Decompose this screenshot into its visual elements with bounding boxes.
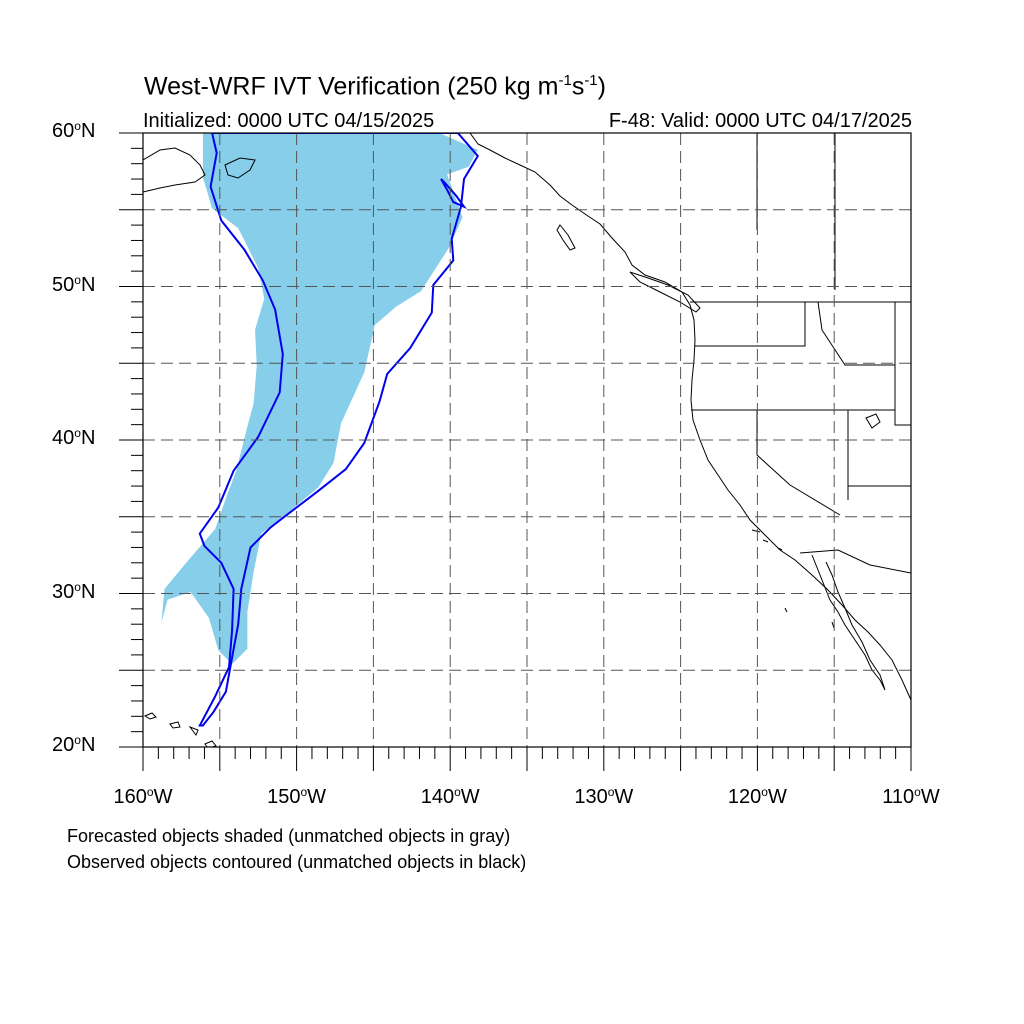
- observed-ivt-contour-loop: [440, 178, 467, 210]
- haida-gwaii: [556, 224, 576, 251]
- great-salt-lake: [865, 413, 881, 429]
- lon-label: 140oW: [420, 785, 480, 808]
- lon-label: 150oW: [267, 785, 327, 808]
- lon-label: 120oW: [727, 785, 787, 808]
- lon-label: 110oW: [882, 785, 940, 808]
- map-title: West-WRF IVT Verification (250 kg m-1s-1…: [144, 72, 606, 101]
- initialized-time: Initialized: 0000 UTC 04/15/2025: [143, 110, 435, 132]
- lon-label: 130oW: [574, 785, 634, 808]
- channel-islands: [751, 529, 835, 629]
- observed-legend-note: Observed objects contoured (unmatched ob…: [67, 852, 527, 872]
- coastline-layer: [143, 133, 911, 747]
- vancouver-island: [629, 271, 701, 313]
- hawaii-islands: [143, 712, 217, 747]
- lat-label: 40oN: [52, 426, 96, 449]
- lat-label: 50oN: [52, 272, 96, 296]
- alaska-coast: [143, 147, 206, 193]
- lat-label: 20oN: [52, 733, 96, 756]
- valid-time: F-48: Valid: 0000 UTC 04/17/2025: [608, 110, 912, 132]
- forecast-legend-note: Forecasted objects shaded (unmatched obj…: [67, 826, 511, 846]
- plot-frame: [142, 132, 912, 748]
- kodiak-island: [224, 157, 256, 179]
- baja-california-outline: [811, 554, 886, 691]
- lat-label: 30oN: [52, 579, 96, 603]
- us-mexico-border: [799, 549, 911, 574]
- us-state-borders: [691, 301, 911, 516]
- north-america-coastline: [469, 133, 911, 701]
- axis-ticks: [119, 132, 912, 771]
- lat-lon-grid: [143, 133, 911, 747]
- forecast-ivt-object: [161, 133, 478, 665]
- lon-label: 160oW: [113, 785, 173, 808]
- forecast-object-layer: [161, 133, 478, 665]
- canada-provinces: [756, 133, 836, 290]
- lat-label: 60oN: [52, 119, 96, 142]
